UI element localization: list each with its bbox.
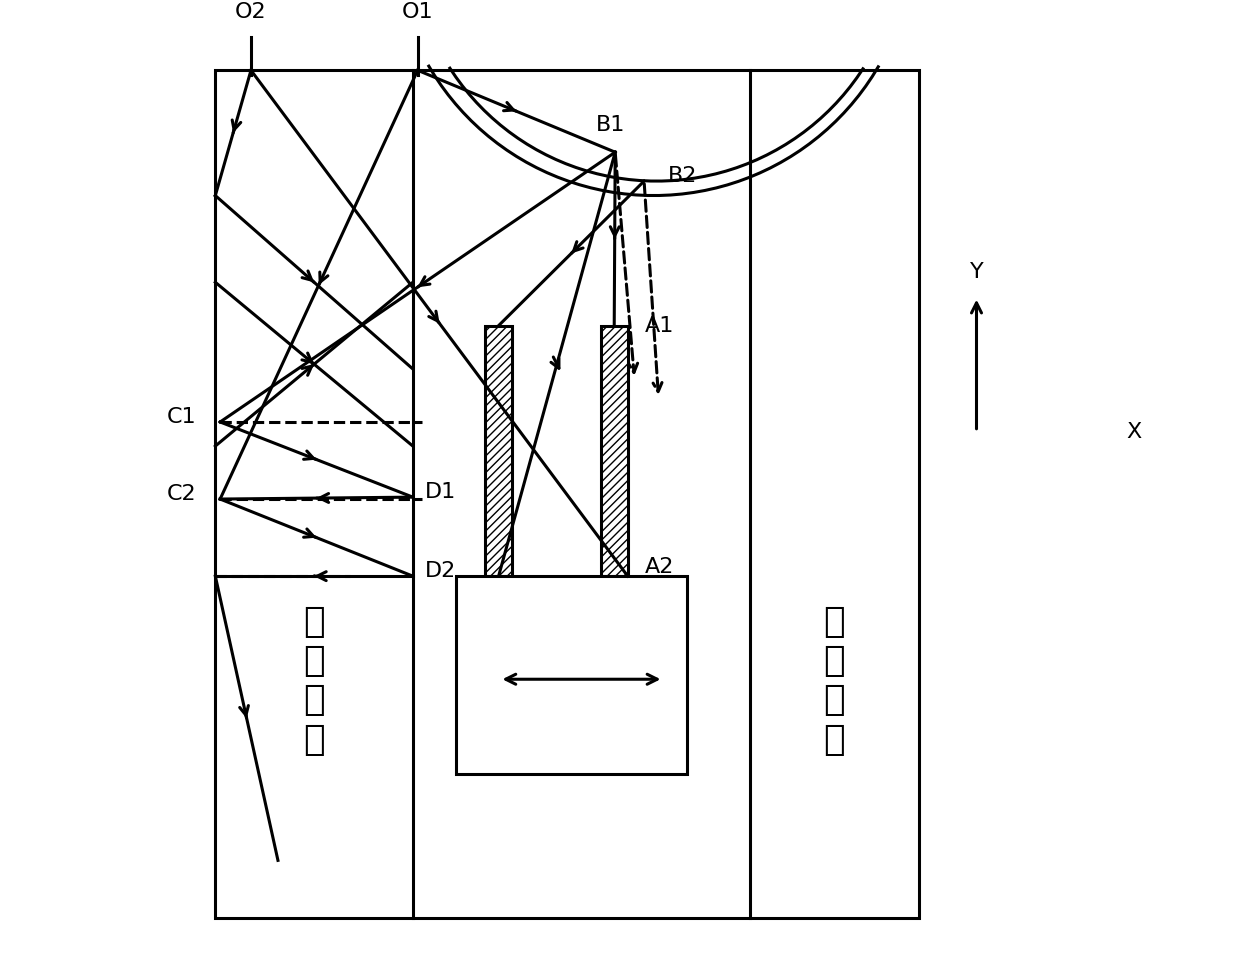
- Bar: [485, 326, 512, 576]
- Bar: [456, 576, 687, 774]
- Bar: [216, 70, 919, 918]
- Text: A2: A2: [645, 556, 675, 577]
- Text: O2: O2: [236, 2, 267, 22]
- Text: A1: A1: [645, 315, 675, 336]
- Text: D2: D2: [424, 561, 455, 582]
- Text: 矩
形
腔
体: 矩 形 腔 体: [304, 605, 325, 756]
- Text: B2: B2: [668, 166, 698, 186]
- Text: 矩
形
腔
体: 矩 形 腔 体: [823, 605, 846, 756]
- Text: O1: O1: [402, 2, 434, 22]
- Text: D1: D1: [424, 482, 455, 503]
- Text: Y: Y: [970, 263, 983, 282]
- Text: X: X: [1126, 422, 1141, 441]
- Text: C1: C1: [166, 407, 196, 427]
- Bar: [600, 326, 627, 576]
- Text: C2: C2: [166, 484, 196, 505]
- Text: B1: B1: [595, 115, 625, 135]
